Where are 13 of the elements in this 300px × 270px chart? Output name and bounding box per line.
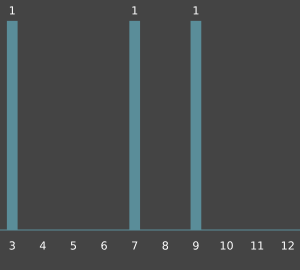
x-tick-label: 9 bbox=[193, 241, 199, 250]
data-label: 1 bbox=[132, 6, 138, 14]
x-tick-label: 10 bbox=[220, 241, 233, 250]
x-tick-label: 8 bbox=[162, 241, 168, 250]
x-tick-label: 12 bbox=[282, 241, 294, 250]
x-tick-label: 6 bbox=[101, 241, 107, 250]
x-tick-label: 4 bbox=[40, 241, 46, 250]
data-label: 1 bbox=[194, 6, 198, 14]
x-tick-label: 3 bbox=[10, 241, 15, 250]
x-tick-label: 11 bbox=[251, 241, 264, 250]
x-tick-label: 5 bbox=[70, 241, 76, 250]
data-label: 1 bbox=[10, 6, 15, 14]
x-tick-label: 7 bbox=[132, 241, 138, 250]
